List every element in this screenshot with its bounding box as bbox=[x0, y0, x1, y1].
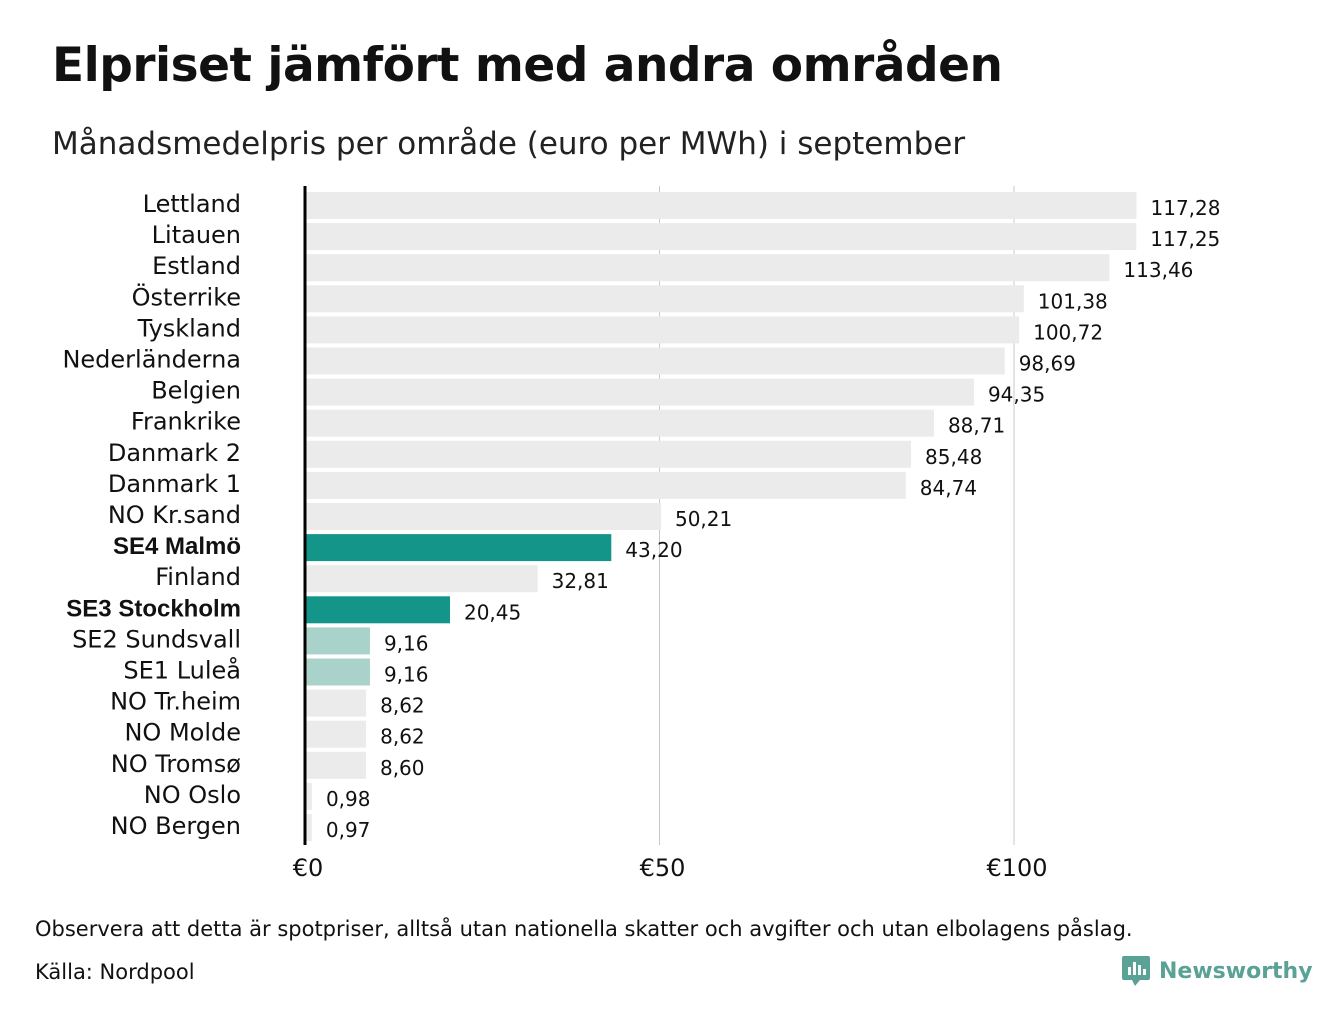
category-label: SE4 Malmö bbox=[113, 533, 241, 560]
category-label: Danmark 1 bbox=[108, 470, 241, 498]
value-label: 9,16 bbox=[384, 631, 429, 655]
bar bbox=[305, 409, 934, 437]
x-tick-label: €0 bbox=[293, 854, 324, 882]
value-label: 117,25 bbox=[1150, 227, 1220, 251]
bar bbox=[305, 503, 661, 530]
bar bbox=[305, 565, 538, 593]
x-tick-label: €50 bbox=[640, 854, 686, 882]
value-label: 84,74 bbox=[920, 476, 977, 500]
category-label: NO Tromsø bbox=[111, 750, 241, 778]
category-label: NO Molde bbox=[124, 719, 241, 747]
value-label: 0,97 bbox=[326, 818, 371, 842]
bar bbox=[305, 627, 370, 655]
category-label: Nederländerna bbox=[62, 346, 241, 374]
bar bbox=[305, 316, 1020, 344]
value-label: 32,81 bbox=[552, 569, 609, 593]
category-label: Lettland bbox=[143, 190, 241, 218]
category-label: Tyskland bbox=[137, 314, 241, 342]
value-label: 113,46 bbox=[1123, 258, 1193, 282]
footnote: Observera att detta är spotpriser, allts… bbox=[35, 917, 1133, 941]
chart-subtitle: Månadsmedelpris per område (euro per MWh… bbox=[52, 126, 966, 162]
value-label: 88,71 bbox=[948, 414, 1005, 438]
value-label: 9,16 bbox=[384, 663, 429, 687]
category-label: Estland bbox=[152, 252, 241, 280]
bar bbox=[305, 720, 367, 748]
bar bbox=[305, 596, 450, 624]
x-tick-label: €100 bbox=[986, 854, 1047, 882]
value-label: 43,20 bbox=[625, 538, 682, 562]
value-label: 8,62 bbox=[380, 694, 425, 718]
source-note: Källa: Nordpool bbox=[35, 960, 195, 984]
value-label: 117,28 bbox=[1151, 196, 1221, 220]
newsworthy-logo: Newsworthy bbox=[1121, 954, 1313, 988]
bar bbox=[305, 254, 1110, 282]
value-label: 20,45 bbox=[464, 600, 521, 624]
value-label: 85,48 bbox=[925, 445, 982, 469]
newsworthy-logo-icon bbox=[1122, 956, 1150, 986]
category-label: SE2 Sundsvall bbox=[72, 625, 241, 653]
value-label: 0,98 bbox=[326, 787, 371, 811]
bar bbox=[305, 534, 612, 562]
category-label: NO Kr.sand bbox=[108, 501, 241, 529]
value-label: 101,38 bbox=[1038, 289, 1108, 313]
bar bbox=[305, 658, 370, 686]
category-label: SE3 Stockholm bbox=[66, 595, 241, 622]
chart-title: Elpriset jämfört med andra områden bbox=[52, 38, 1003, 93]
bar bbox=[305, 471, 906, 499]
bar bbox=[305, 814, 312, 841]
category-label: NO Tr.heim bbox=[110, 688, 241, 716]
value-label: 98,69 bbox=[1019, 352, 1076, 376]
logo-text: Newsworthy bbox=[1159, 958, 1313, 984]
category-label: SE1 Luleå bbox=[123, 656, 241, 685]
category-label: Danmark 2 bbox=[108, 439, 241, 467]
category-label: Österrike bbox=[132, 282, 241, 311]
bar bbox=[305, 192, 1137, 219]
value-label: 50,21 bbox=[675, 507, 732, 531]
category-label: NO Oslo bbox=[144, 781, 241, 809]
value-label: 100,72 bbox=[1033, 320, 1103, 344]
category-label: Frankrike bbox=[131, 408, 241, 436]
value-label: 94,35 bbox=[988, 383, 1045, 407]
category-label: Belgien bbox=[151, 377, 241, 405]
bar bbox=[305, 782, 312, 810]
category-label: NO Bergen bbox=[111, 812, 241, 840]
category-label: Finland bbox=[155, 563, 241, 591]
bar bbox=[305, 378, 974, 406]
bar bbox=[305, 223, 1137, 251]
bar bbox=[305, 347, 1005, 375]
bar bbox=[305, 751, 366, 779]
value-label: 8,60 bbox=[380, 756, 425, 780]
bar bbox=[305, 689, 367, 717]
bar bbox=[305, 285, 1024, 313]
bar-chart: Lettland 117,28 Litauen 117,25 Estland 113,46… bbox=[62, 186, 1221, 882]
value-label: 8,62 bbox=[380, 725, 425, 749]
category-label: Litauen bbox=[152, 221, 241, 249]
bar bbox=[305, 440, 912, 468]
